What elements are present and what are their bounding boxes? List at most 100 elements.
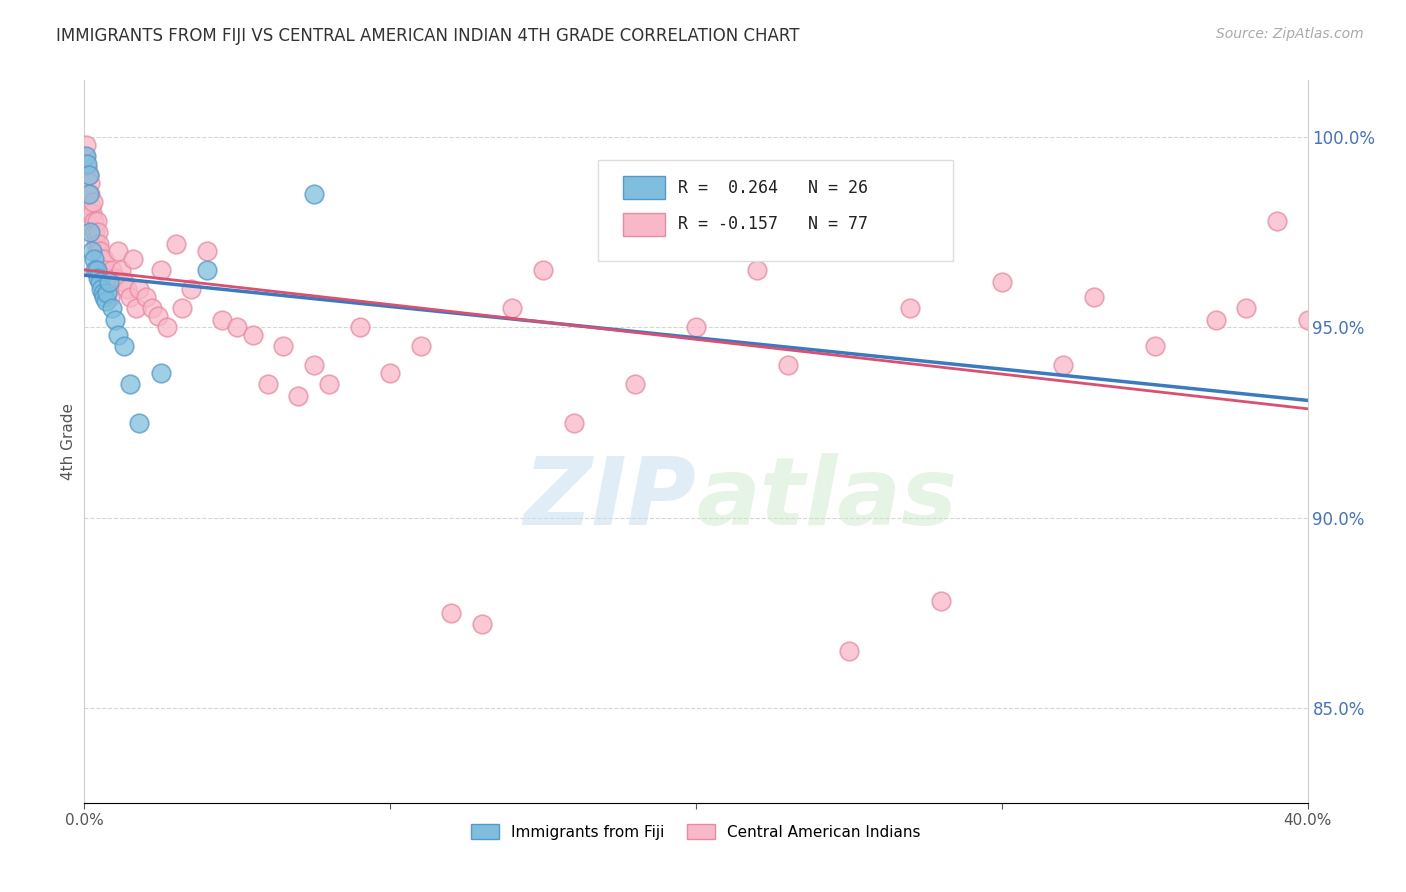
- Point: [86, 214, 108, 228]
- Point: [75, 149, 97, 163]
- Point: [380, 366, 402, 380]
- Point: [94, 293, 117, 308]
- Point: [84, 236, 107, 251]
- Point: [165, 236, 187, 251]
- Point: [747, 263, 769, 277]
- Point: [271, 339, 294, 353]
- Point: [1083, 290, 1105, 304]
- Point: [83, 226, 105, 240]
- Point: [471, 617, 494, 632]
- Point: [87, 226, 110, 240]
- Point: [97, 275, 120, 289]
- Point: [1052, 359, 1074, 373]
- Point: [87, 271, 110, 285]
- Point: [112, 339, 135, 353]
- Point: [94, 263, 117, 277]
- Point: [76, 187, 98, 202]
- Point: [135, 290, 157, 304]
- Point: [172, 301, 194, 316]
- Point: [79, 187, 101, 202]
- Point: [685, 320, 707, 334]
- Point: [77, 206, 100, 220]
- Point: [87, 236, 110, 251]
- Point: [302, 187, 325, 202]
- Point: [91, 286, 114, 301]
- Point: [1236, 301, 1258, 316]
- Point: [86, 263, 108, 277]
- Point: [84, 226, 107, 240]
- Point: [195, 244, 218, 259]
- Point: [1205, 313, 1227, 327]
- Point: [90, 252, 112, 266]
- Point: [80, 199, 103, 213]
- Point: [349, 320, 371, 334]
- Point: [104, 313, 127, 327]
- Point: [77, 169, 100, 183]
- Point: [120, 290, 142, 304]
- Point: [141, 301, 163, 316]
- Point: [89, 244, 111, 259]
- Text: R =  0.264   N = 26: R = 0.264 N = 26: [678, 179, 868, 197]
- Point: [776, 359, 799, 373]
- Point: [80, 244, 103, 259]
- Point: [146, 309, 169, 323]
- Point: [149, 263, 172, 277]
- Point: [287, 389, 309, 403]
- Point: [128, 416, 150, 430]
- Point: [991, 275, 1014, 289]
- Point: [125, 301, 148, 316]
- Point: [96, 286, 118, 301]
- Point: [1265, 214, 1288, 228]
- Point: [89, 275, 111, 289]
- Point: [86, 244, 108, 259]
- Point: [1143, 339, 1166, 353]
- Point: [101, 301, 124, 316]
- Point: [112, 275, 135, 289]
- Point: [156, 320, 179, 334]
- Point: [180, 282, 202, 296]
- Point: [83, 252, 105, 266]
- Point: [80, 206, 103, 220]
- Point: [898, 301, 921, 316]
- Point: [96, 271, 118, 285]
- Point: [115, 282, 138, 296]
- FancyBboxPatch shape: [598, 160, 953, 260]
- Point: [149, 366, 172, 380]
- Point: [110, 263, 132, 277]
- Point: [76, 161, 98, 175]
- Point: [90, 282, 112, 296]
- FancyBboxPatch shape: [623, 177, 665, 200]
- Text: ZIP: ZIP: [523, 453, 696, 545]
- Point: [79, 226, 101, 240]
- Point: [929, 594, 952, 608]
- Text: IMMIGRANTS FROM FIJI VS CENTRAL AMERICAN INDIAN 4TH GRADE CORRELATION CHART: IMMIGRANTS FROM FIJI VS CENTRAL AMERICAN…: [56, 27, 800, 45]
- Text: R = -0.157   N = 77: R = -0.157 N = 77: [678, 215, 868, 233]
- Point: [257, 377, 280, 392]
- Y-axis label: 4th Grade: 4th Grade: [60, 403, 76, 480]
- Point: [77, 187, 100, 202]
- Point: [107, 244, 129, 259]
- Point: [104, 271, 127, 285]
- Point: [122, 252, 145, 266]
- FancyBboxPatch shape: [623, 212, 665, 235]
- Point: [107, 328, 129, 343]
- Point: [93, 252, 115, 266]
- Point: [562, 416, 585, 430]
- Point: [128, 282, 150, 296]
- Point: [76, 157, 98, 171]
- Point: [75, 137, 97, 152]
- Point: [97, 282, 120, 296]
- Point: [242, 328, 264, 343]
- Point: [502, 301, 524, 316]
- Point: [84, 263, 107, 277]
- Point: [409, 339, 432, 353]
- Legend: Immigrants from Fiji, Central American Indians: Immigrants from Fiji, Central American I…: [465, 818, 927, 846]
- Point: [531, 263, 554, 277]
- Point: [226, 320, 249, 334]
- Point: [120, 377, 142, 392]
- Point: [440, 606, 463, 620]
- Text: Source: ZipAtlas.com: Source: ZipAtlas.com: [1216, 27, 1364, 41]
- Point: [82, 194, 104, 209]
- Point: [211, 313, 233, 327]
- Point: [838, 643, 860, 657]
